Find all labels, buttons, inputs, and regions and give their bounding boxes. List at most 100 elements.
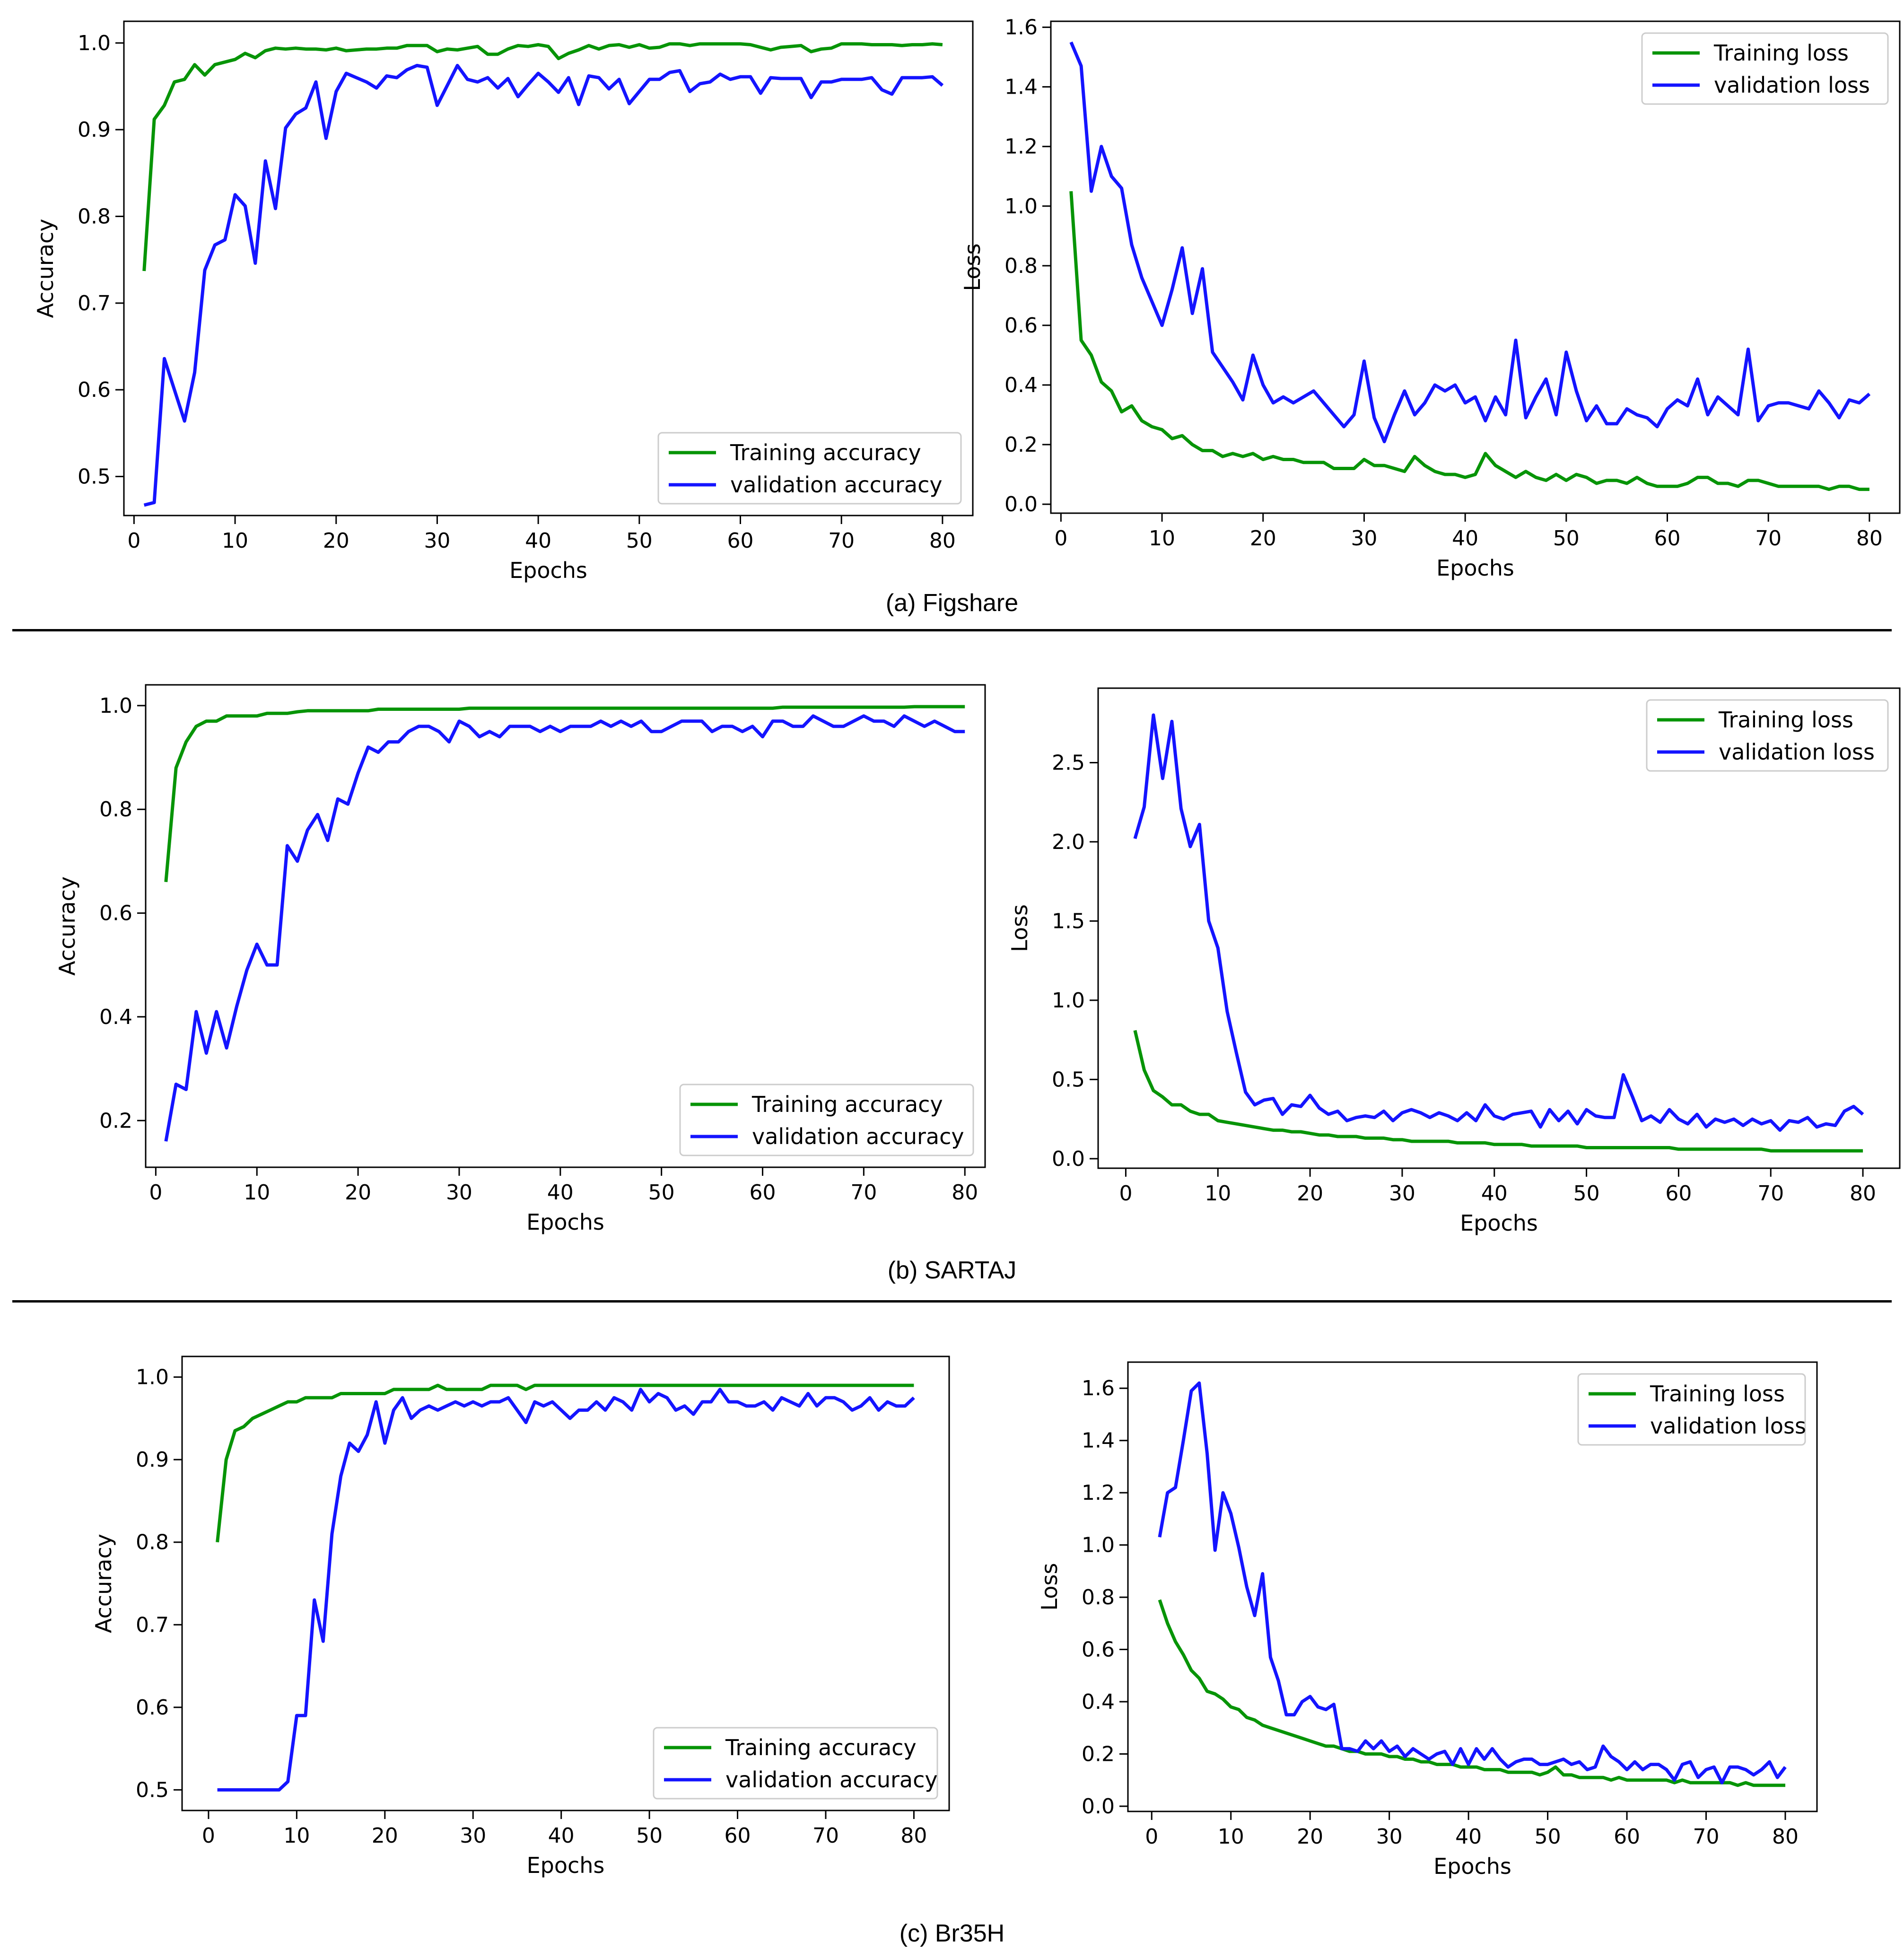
legend-label: validation accuracy <box>730 472 943 498</box>
legend: Training loss validation loss <box>1641 32 1889 105</box>
x-tick-label: 10 <box>222 529 248 553</box>
y-tick-label: 0.5 <box>1052 1067 1085 1092</box>
y-tick-label: 1.6 <box>1082 1376 1115 1400</box>
x-axis-label: Epochs <box>526 1209 604 1235</box>
y-tick-label: 0.6 <box>136 1696 169 1720</box>
x-tick-label: 50 <box>648 1181 675 1205</box>
legend-box <box>653 1727 938 1800</box>
x-tick-label: 70 <box>1755 526 1782 551</box>
x-axis-label: Epochs <box>527 1853 605 1878</box>
x-tick-label: 20 <box>1297 1181 1323 1206</box>
x-tick-label: 0 <box>1145 1825 1158 1849</box>
legend: Training loss validation loss <box>1646 699 1889 772</box>
series-line-training-loss <box>1158 1599 1785 1787</box>
x-tick-label: 10 <box>1218 1825 1244 1849</box>
x-tick-label: 10 <box>1149 526 1175 551</box>
series-line-training-accuracy <box>164 705 965 883</box>
legend-label: Training loss <box>1713 40 1849 66</box>
x-tick-label: 80 <box>900 1824 927 1848</box>
legend-label: Training loss <box>1650 1381 1785 1407</box>
y-tick-label: 0.4 <box>1082 1690 1115 1714</box>
y-axis-label: Loss <box>1037 1563 1062 1611</box>
legend-label: validation loss <box>1650 1413 1806 1439</box>
x-tick-label: 80 <box>1772 1825 1799 1849</box>
x-tick-label: 40 <box>1455 1825 1482 1849</box>
y-tick-label: 0.0 <box>1082 1794 1115 1819</box>
x-tick-label: 60 <box>727 529 754 553</box>
x-tick-label: 50 <box>1553 526 1580 551</box>
x-tick-label: 40 <box>1481 1181 1508 1206</box>
legend-label: validation loss <box>1714 72 1870 98</box>
x-tick-label: 50 <box>626 529 653 553</box>
series-line-validation-loss <box>1133 713 1864 1132</box>
series-line-training-accuracy <box>216 1383 914 1543</box>
chart-br35h-accuracy: 0 10 20 30 40 50 60 70 80 0.5 0.6 0.7 0.8 0.9 1.0 Epoch… <box>91 1356 950 1878</box>
series-line-training-loss <box>1069 191 1869 491</box>
legend-box <box>1641 32 1889 105</box>
y-tick-label: 0.8 <box>99 797 132 822</box>
y-tick-label: 0.6 <box>1004 314 1038 338</box>
y-tick-label: 0.8 <box>136 1530 169 1555</box>
legend-box <box>679 1084 974 1156</box>
caption-br35h: (c) Br35H <box>899 1920 1005 1947</box>
legend: Training accuracy validation accuracy <box>679 1084 974 1156</box>
chart-br35h-loss: 0 10 20 30 40 50 60 70 80 0.0 0.2 0.4 0.6 0.8 1.0 1.2 1.… <box>1037 1361 1818 1879</box>
x-tick-label: 0 <box>202 1824 215 1848</box>
x-tick-label: 30 <box>460 1824 486 1848</box>
y-tick-label: 1.6 <box>1004 16 1038 40</box>
y-tick-label: 1.0 <box>136 1365 169 1390</box>
y-tick-label: 0.5 <box>136 1778 169 1802</box>
x-axis-label: Epochs <box>1436 555 1514 581</box>
x-tick-label: 80 <box>1850 1181 1876 1206</box>
x-tick-label: 60 <box>750 1181 776 1205</box>
y-tick-label: 2.5 <box>1052 751 1085 775</box>
legend-box <box>657 432 962 505</box>
legend-label: Training accuracy <box>751 1092 943 1117</box>
legend-label: Training accuracy <box>725 1735 917 1760</box>
x-tick-label: 0 <box>1054 526 1067 551</box>
y-tick-label: 0.9 <box>136 1448 169 1472</box>
x-tick-label: 50 <box>1573 1181 1600 1206</box>
y-tick-label: 0.8 <box>78 205 111 229</box>
x-tick-label: 40 <box>525 529 551 553</box>
y-tick-label: 0.7 <box>136 1613 169 1637</box>
x-tick-label: 20 <box>1297 1825 1323 1849</box>
x-tick-label: 30 <box>424 529 450 553</box>
x-tick-label: 40 <box>547 1181 574 1205</box>
x-tick-label: 80 <box>1856 526 1883 551</box>
y-axis-label: Accuracy <box>33 219 58 318</box>
y-tick-label: 0.8 <box>1082 1585 1115 1609</box>
y-tick-label: 1.4 <box>1004 75 1038 99</box>
x-tick-label: 70 <box>828 529 855 553</box>
plot-frame <box>1127 1361 1818 1812</box>
chart-figshare-loss: 0 10 20 30 40 50 60 70 80 0.0 0.2 0.4 0.6 0.8 1.0 1.2 1.… <box>960 16 1901 581</box>
x-tick-label: 50 <box>636 1824 663 1848</box>
y-tick-label: 0.8 <box>1004 254 1038 278</box>
y-tick-label: 0.5 <box>78 465 111 489</box>
caption-figshare: (a) Figshare <box>885 589 1019 617</box>
x-tick-label: 70 <box>1757 1181 1784 1206</box>
x-tick-label: 80 <box>929 529 956 553</box>
y-tick-label: 1.2 <box>1004 135 1038 159</box>
x-tick-label: 40 <box>1452 526 1478 551</box>
y-tick-label: 1.2 <box>1082 1481 1115 1505</box>
legend-label: Training loss <box>1718 707 1853 733</box>
x-tick-label: 10 <box>244 1181 270 1205</box>
legend-label: validation loss <box>1719 739 1875 765</box>
x-tick-label: 0 <box>1119 1181 1132 1206</box>
y-axis-label: Loss <box>960 244 985 291</box>
x-tick-label: 0 <box>127 529 140 553</box>
x-axis-label: Epochs <box>509 558 587 583</box>
y-axis-label: Accuracy <box>91 1534 116 1633</box>
x-tick-label: 0 <box>149 1181 162 1205</box>
legend: Training loss validation loss <box>1577 1373 1806 1446</box>
y-tick-label: 0.2 <box>1004 433 1038 457</box>
x-tick-label: 70 <box>812 1824 839 1848</box>
y-tick-label: 1.0 <box>99 694 132 718</box>
series-line-validation-loss <box>1069 41 1871 444</box>
y-tick-label: 0.0 <box>1004 492 1038 516</box>
y-tick-label: 0.6 <box>78 378 111 402</box>
x-tick-label: 40 <box>548 1824 575 1848</box>
x-tick-label: 70 <box>1693 1825 1720 1849</box>
